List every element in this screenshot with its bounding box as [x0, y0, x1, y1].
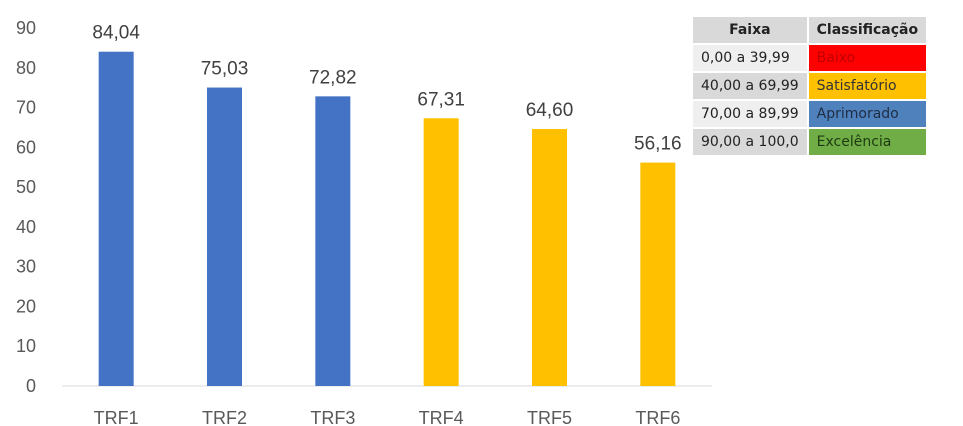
legend-header-classificacao: Classificação: [808, 17, 927, 43]
legend-range: 0,00 a 39,99: [693, 45, 807, 71]
y-tick-label: 70: [16, 98, 36, 118]
data-label: 64,60: [526, 100, 574, 121]
legend-class-label: Baixo: [808, 45, 927, 71]
y-tick-label: 20: [16, 296, 36, 316]
x-tick-label: TRF2: [202, 408, 247, 426]
legend-row-satisfatorio: 40,00 a 69,99 Satisfatório: [693, 73, 927, 99]
legend-class-label: Satisfatório: [808, 73, 927, 99]
data-label: 75,03: [201, 59, 249, 80]
data-label: 67,31: [417, 89, 465, 110]
y-tick-label: 0: [26, 376, 36, 396]
legend-header-faixa: Faixa: [693, 17, 807, 43]
y-tick-label: 10: [16, 336, 36, 356]
x-tick-label: TRF6: [635, 408, 680, 426]
bar: [532, 129, 567, 386]
y-tick-label: 40: [16, 217, 36, 237]
y-tick-label: 80: [16, 58, 36, 78]
legend-row-excelencia: 90,00 a 100,0 Excelência: [693, 129, 927, 155]
legend-class-label: Excelência: [808, 129, 927, 155]
x-tick-label: TRF5: [527, 408, 572, 426]
bar: [98, 51, 134, 387]
bar: [315, 96, 351, 386]
legend-row-aprimorado: 70,00 a 89,99 Aprimorado: [693, 101, 927, 127]
legend-class-label: Aprimorado: [808, 101, 927, 127]
legend-row-baixo: 0,00 a 39,99 Baixo: [693, 45, 927, 71]
y-tick-label: 60: [16, 137, 36, 157]
bar: [207, 87, 242, 386]
legend-range: 90,00 a 100,0: [693, 129, 807, 155]
y-tick-label: 90: [16, 18, 36, 38]
x-tick-label: TRF4: [419, 408, 464, 426]
classification-legend-table: Faixa Classificação 0,00 a 39,99 Baixo 4…: [691, 15, 928, 157]
data-label: 56,16: [634, 134, 682, 155]
legend-range: 70,00 a 89,99: [693, 101, 807, 127]
x-tick-label: TRF3: [310, 408, 355, 426]
data-label: 84,04: [92, 23, 140, 44]
legend-range: 40,00 a 69,99: [693, 73, 807, 99]
data-label: 72,82: [309, 67, 357, 88]
bar: [423, 118, 459, 387]
y-tick-label: 30: [16, 257, 36, 277]
bar: [640, 162, 676, 386]
x-tick-label: TRF1: [94, 408, 139, 426]
legend-header-row: Faixa Classificação: [693, 17, 927, 43]
y-tick-label: 50: [16, 177, 36, 197]
